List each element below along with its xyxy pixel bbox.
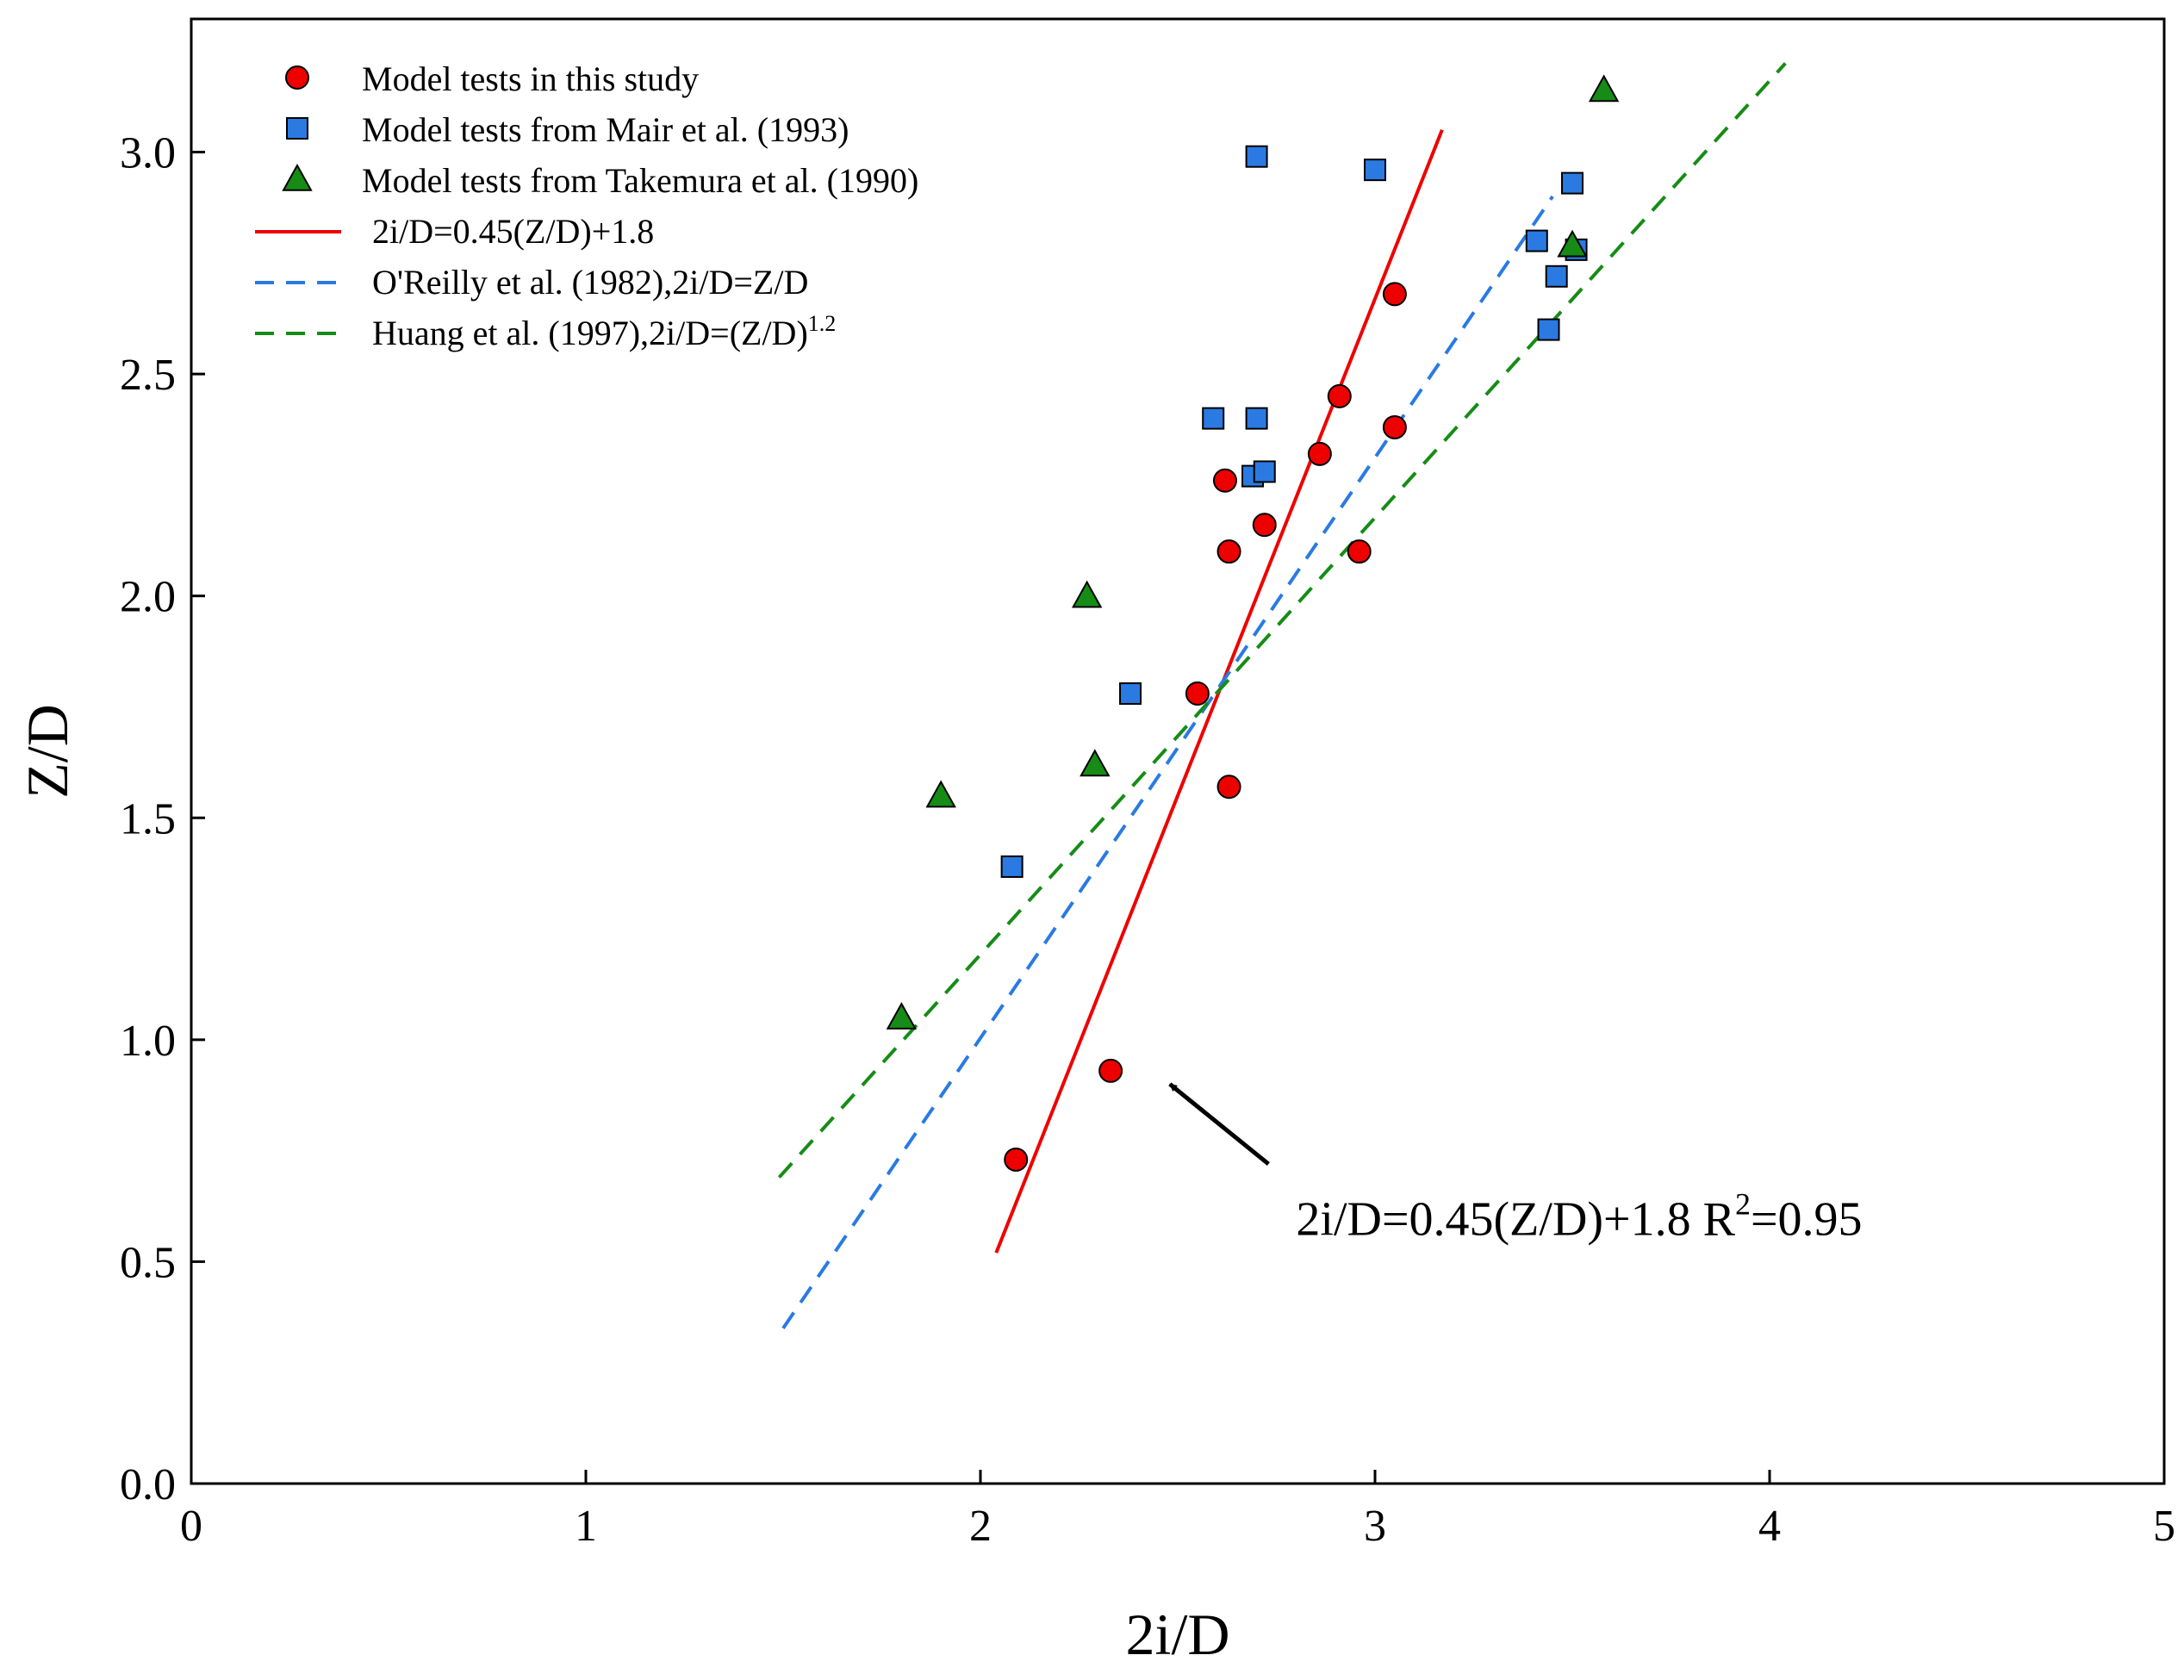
x-tick-label: 0 xyxy=(180,1502,202,1551)
x-tick-label: 5 xyxy=(2153,1502,2175,1551)
x-tick-label: 2 xyxy=(969,1502,992,1551)
point-series1-6 xyxy=(1212,468,1237,493)
legend-label-2: Model tests from Mair et al. (1993) xyxy=(362,110,849,149)
fit-line-2 xyxy=(781,195,1554,1329)
point-series3-3 xyxy=(1071,580,1103,608)
annotation-equation: 2i/D=0.45(Z/D)+1.8 R2=0.95 xyxy=(1296,1187,1862,1247)
annotation-superscript: 2 xyxy=(1735,1187,1751,1222)
point-series1-8 xyxy=(1307,441,1332,466)
point-series2-7 xyxy=(1245,145,1268,168)
y-tick-label: 1.0 xyxy=(120,1017,176,1066)
point-series1-1 xyxy=(1004,1147,1029,1172)
point-series2-1 xyxy=(1000,855,1024,878)
y-tick-label: 0.5 xyxy=(120,1238,176,1287)
point-series3-2 xyxy=(925,780,956,808)
y-tick-label: 3.0 xyxy=(120,129,176,178)
annotation-equation-main: 2i/D=0.45(Z/D)+1.8 R xyxy=(1296,1193,1735,1247)
point-series3-1 xyxy=(886,1002,918,1030)
annotation: 2i/D=0.45(Z/D)+1.8 R2=0.95 xyxy=(1168,1082,1863,1247)
legend-label-3: Model tests from Takemura et al. (1990) xyxy=(362,161,918,200)
y-tick-label: 2.5 xyxy=(120,351,176,400)
point-series3-5 xyxy=(1557,229,1588,258)
y-axis-title: Z/D xyxy=(15,704,80,799)
point-series1-2 xyxy=(1098,1058,1123,1083)
point-series2-10 xyxy=(1537,318,1560,341)
y-tick-label: 2.0 xyxy=(120,573,176,622)
x-tick-label: 3 xyxy=(1364,1502,1386,1551)
point-series1-5 xyxy=(1216,539,1241,564)
fit-lines xyxy=(777,62,1787,1329)
point-series1-10 xyxy=(1347,539,1372,564)
point-series2-9 xyxy=(1525,229,1548,252)
point-series2-3 xyxy=(1202,407,1225,430)
point-series1-7 xyxy=(1252,513,1277,538)
y-tick-label: 1.5 xyxy=(120,794,176,843)
x-axis-title: 2i/D xyxy=(1126,1602,1230,1667)
legend-label-line-superscript: 1.2 xyxy=(808,311,837,336)
point-series2-12 xyxy=(1561,171,1584,195)
data-markers xyxy=(886,74,1620,1172)
legend: Model tests in this study Model tests fro… xyxy=(255,59,918,352)
annotation-equation-suffix: =0.95 xyxy=(1751,1193,1863,1247)
legend-label-line-text: O'Reilly et al. (1982),2i/D=Z/D xyxy=(372,263,808,302)
x-tick-label: 1 xyxy=(575,1502,597,1551)
legend-marker-2 xyxy=(286,117,308,140)
point-series3-6 xyxy=(1588,74,1620,103)
point-series2-5 xyxy=(1245,407,1268,430)
point-series1-9 xyxy=(1327,383,1352,408)
legend-label-line-text: 2i/D=0.45(Z/D)+1.8 xyxy=(372,212,654,251)
point-series1-3 xyxy=(1185,681,1210,706)
y-tick-label: 0.0 xyxy=(120,1460,176,1509)
point-series1-11 xyxy=(1382,414,1407,439)
x-tick-label: 4 xyxy=(1758,1502,1781,1551)
point-series2-8 xyxy=(1364,159,1386,182)
fit-line-3 xyxy=(777,62,1787,1179)
point-series1-12 xyxy=(1382,282,1407,307)
point-series3-4 xyxy=(1080,749,1111,777)
point-series1-4 xyxy=(1216,775,1241,800)
annotation-arrow xyxy=(1168,1082,1270,1167)
plot-frame xyxy=(190,17,2166,1485)
x-axis-ticks: 0 1 2 3 4 5 xyxy=(180,1470,2175,1551)
legend-label-line-1: 2i/D=0.45(Z/D)+1.8 xyxy=(372,212,654,251)
legend-label-line-3: Huang et al. (1997),2i/D=(Z/D)1.2 xyxy=(372,311,836,352)
legend-label-1: Model tests in this study xyxy=(362,59,699,98)
point-series2-11 xyxy=(1545,264,1568,288)
legend-label-line-text: Huang et al. (1997),2i/D=(Z/D) xyxy=(372,314,808,352)
legend-label-line-2: O'Reilly et al. (1982),2i/D=Z/D xyxy=(372,263,808,302)
point-series2-6 xyxy=(1253,460,1276,483)
legend-marker-1 xyxy=(285,65,309,90)
legend-marker-3 xyxy=(282,163,313,191)
point-series2-2 xyxy=(1119,682,1142,706)
y-axis-ticks: 0.0 0.5 1.0 1.5 2.0 2.5 3.0 xyxy=(120,129,205,1509)
